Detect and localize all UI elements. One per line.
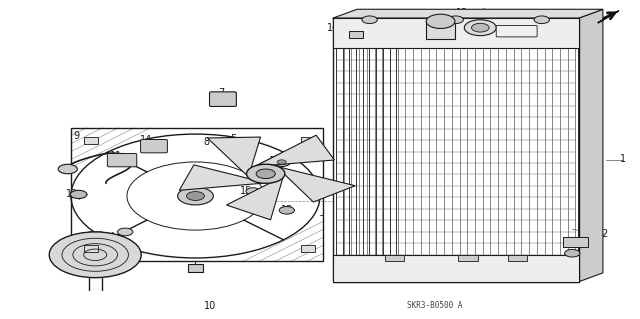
Circle shape <box>564 249 580 257</box>
Circle shape <box>273 158 291 167</box>
Polygon shape <box>257 135 335 165</box>
FancyBboxPatch shape <box>141 139 168 153</box>
Circle shape <box>426 14 455 28</box>
Circle shape <box>277 160 286 164</box>
Circle shape <box>472 23 489 32</box>
Bar <box>84 137 98 144</box>
Circle shape <box>49 232 141 278</box>
Circle shape <box>186 192 204 200</box>
Text: 10: 10 <box>204 300 216 311</box>
Text: SKR3-B0500 A: SKR3-B0500 A <box>407 301 463 310</box>
Polygon shape <box>89 232 131 254</box>
Bar <box>188 264 203 272</box>
Text: 2: 2 <box>601 229 607 239</box>
Bar <box>333 18 579 282</box>
Text: 12: 12 <box>456 8 468 19</box>
Bar <box>426 21 455 39</box>
Circle shape <box>177 187 213 205</box>
Bar <box>84 245 98 252</box>
Text: 16: 16 <box>402 19 414 30</box>
Text: 3: 3 <box>591 240 598 250</box>
Polygon shape <box>179 165 263 190</box>
Text: 8: 8 <box>204 137 209 147</box>
Bar <box>71 128 323 261</box>
FancyBboxPatch shape <box>209 92 236 107</box>
Bar <box>385 255 404 261</box>
Circle shape <box>362 16 378 24</box>
Text: 7: 7 <box>218 88 224 98</box>
Text: 11: 11 <box>109 151 122 161</box>
Text: FR.: FR. <box>573 15 593 25</box>
Text: 16: 16 <box>326 23 339 33</box>
Bar <box>563 237 588 247</box>
Bar <box>349 31 363 38</box>
Text: 14: 14 <box>140 136 152 145</box>
Circle shape <box>246 188 260 195</box>
Text: 1: 1 <box>620 154 627 165</box>
Text: 4: 4 <box>108 232 114 242</box>
Bar <box>333 255 579 282</box>
Circle shape <box>448 16 463 24</box>
Circle shape <box>246 164 285 183</box>
FancyBboxPatch shape <box>108 153 137 167</box>
Circle shape <box>58 164 77 174</box>
Bar <box>508 255 527 261</box>
Polygon shape <box>579 9 603 282</box>
Polygon shape <box>279 167 355 202</box>
Circle shape <box>118 228 133 236</box>
Bar <box>301 137 315 144</box>
Text: 9: 9 <box>73 131 79 141</box>
Circle shape <box>465 20 496 36</box>
Circle shape <box>534 16 549 24</box>
Polygon shape <box>598 11 619 23</box>
FancyBboxPatch shape <box>496 26 537 37</box>
Bar <box>333 18 579 48</box>
Polygon shape <box>207 137 260 175</box>
Text: 5: 5 <box>230 134 237 144</box>
Circle shape <box>256 169 275 179</box>
Text: 13: 13 <box>281 205 293 215</box>
Circle shape <box>279 206 294 214</box>
Text: 13: 13 <box>66 189 78 199</box>
Polygon shape <box>227 178 283 220</box>
Text: 17: 17 <box>269 156 282 166</box>
Bar <box>301 245 315 252</box>
Text: 6: 6 <box>474 32 479 42</box>
Bar <box>458 255 477 261</box>
Text: 15: 15 <box>241 186 253 196</box>
Polygon shape <box>333 9 603 18</box>
Circle shape <box>70 190 87 198</box>
